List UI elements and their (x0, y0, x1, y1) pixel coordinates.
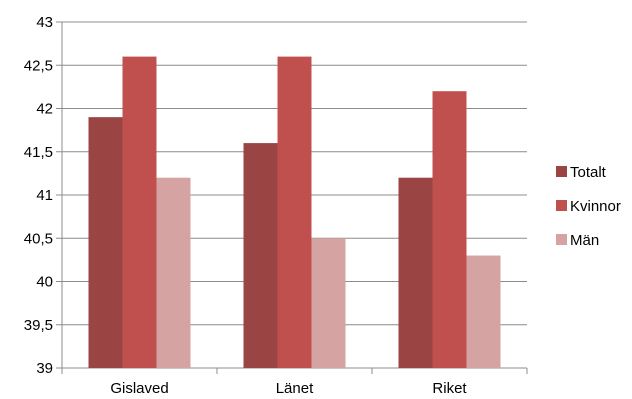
y-tick-label: 41,5 (24, 144, 53, 161)
bar-totalt-länet (243, 143, 278, 368)
bar-män-riket (466, 255, 501, 368)
bar-kvinnor-riket (432, 91, 467, 368)
y-tick-label: 42,5 (24, 57, 53, 74)
legend-label-kvinnor: Kvinnor (570, 198, 621, 215)
y-tick-labels: 39 39,5 40 40,5 41 41,5 42 42,5 43 (24, 14, 53, 377)
y-tick-label: 42 (36, 101, 53, 118)
y-tick-label: 40 (36, 274, 53, 291)
y-tick-label: 39,5 (24, 317, 53, 334)
x-category-label: Gislaved (110, 380, 168, 397)
x-category-label: Riket (432, 380, 467, 397)
x-category-label: Länet (276, 380, 314, 397)
bars (88, 56, 501, 369)
legend-swatch-kvinnor (556, 200, 567, 211)
bar-totalt-riket (398, 177, 433, 368)
y-tick-label: 41 (36, 187, 53, 204)
legend-label-män: Män (570, 232, 599, 249)
bar-män-länet (311, 238, 346, 368)
legend-swatch-totalt (556, 166, 567, 177)
bar-totalt-gislaved (88, 117, 123, 369)
legend-swatch-män (556, 234, 567, 245)
bar-kvinnor-gislaved (122, 56, 157, 368)
x-category-labels: Gislaved Länet Riket (110, 380, 467, 397)
legend: Totalt Kvinnor Män (556, 164, 621, 249)
legend-label-totalt: Totalt (570, 164, 607, 181)
y-tick-label: 43 (36, 14, 53, 31)
bar-män-gislaved (156, 177, 191, 368)
y-tick-label: 40,5 (24, 230, 53, 247)
y-tick-label: 39 (36, 360, 53, 377)
bar-kvinnor-länet (277, 56, 312, 368)
